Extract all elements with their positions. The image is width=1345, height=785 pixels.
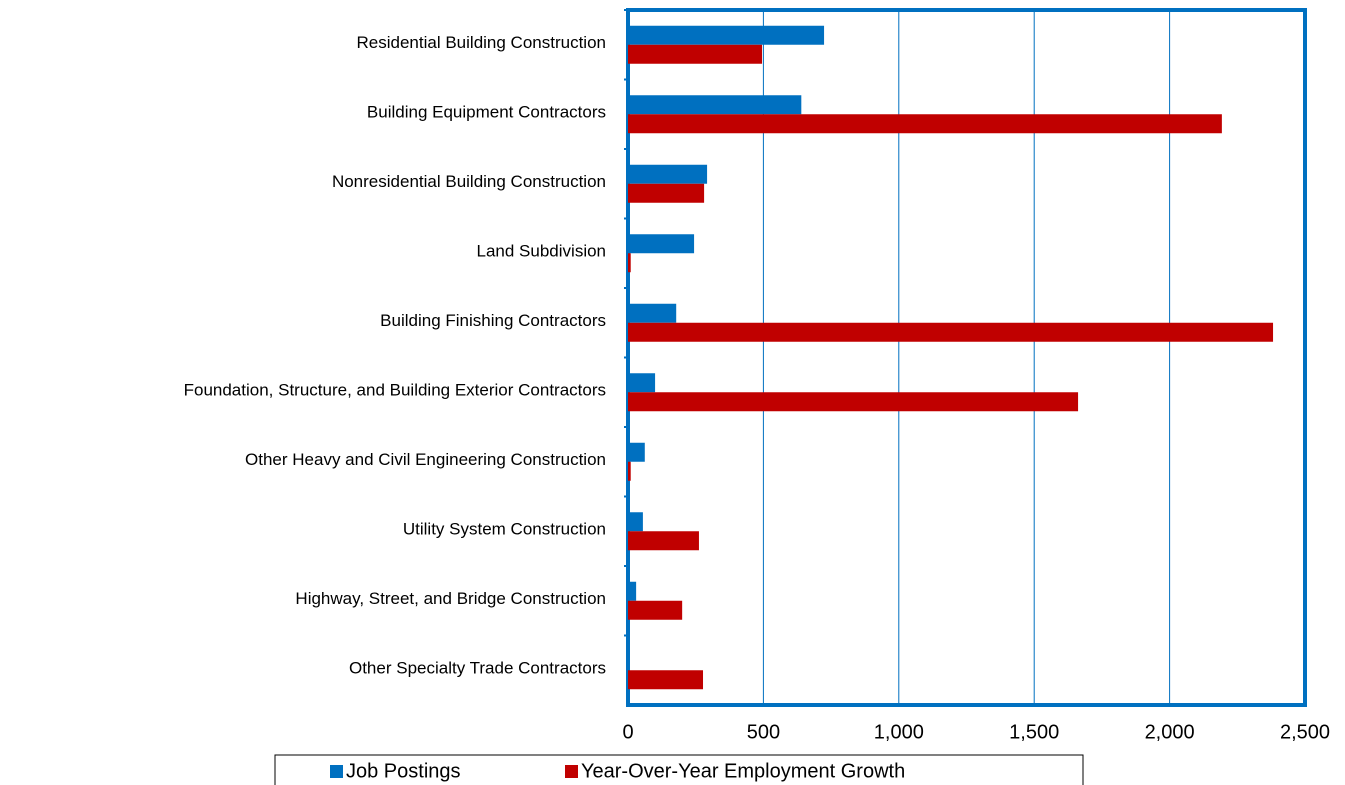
bar [628,373,656,393]
y-tick-label: Other Specialty Trade Contractors [349,659,606,678]
y-tick-label: Building Finishing Contractors [380,311,606,330]
bar [628,392,1079,412]
x-tick-label: 0 [622,721,633,743]
y-tick-label: Utility System Construction [403,520,606,539]
bar [628,512,643,532]
bar [628,95,802,115]
bar [628,114,1222,134]
x-tick-label: 2,000 [1145,721,1195,743]
bar [628,531,699,551]
legend-label: Year-Over-Year Employment Growth [581,760,905,782]
legend-box [274,754,1084,785]
y-tick-label: Highway, Street, and Bridge Construction [295,589,606,608]
bar [628,322,1274,342]
legend-swatch [565,765,578,778]
bar [628,442,645,462]
bar [628,164,708,184]
y-tick-label: Nonresidential Building Construction [332,172,606,191]
bar [628,234,695,254]
bar [628,600,683,620]
bar [628,670,704,690]
y-tick-label: Residential Building Construction [357,33,606,52]
y-tick-label: Building Equipment Contractors [367,103,606,122]
x-tick-label: 1,500 [1009,721,1059,743]
bar [628,44,763,64]
legend-label: Job Postings [346,760,461,782]
y-tick-label: Land Subdivision [477,242,606,261]
x-tick-label: 2,500 [1280,721,1330,743]
x-tick-label: 500 [747,721,780,743]
bar [628,461,631,481]
bar [628,303,677,323]
bar [628,581,637,601]
bar [628,183,705,203]
legend-swatch [330,765,343,778]
y-tick-label: Foundation, Structure, and Building Exte… [184,381,606,400]
bar [628,253,631,273]
bar [628,25,825,45]
y-tick-label: Other Heavy and Civil Engineering Constr… [245,450,606,469]
x-tick-label: 1,000 [874,721,924,743]
